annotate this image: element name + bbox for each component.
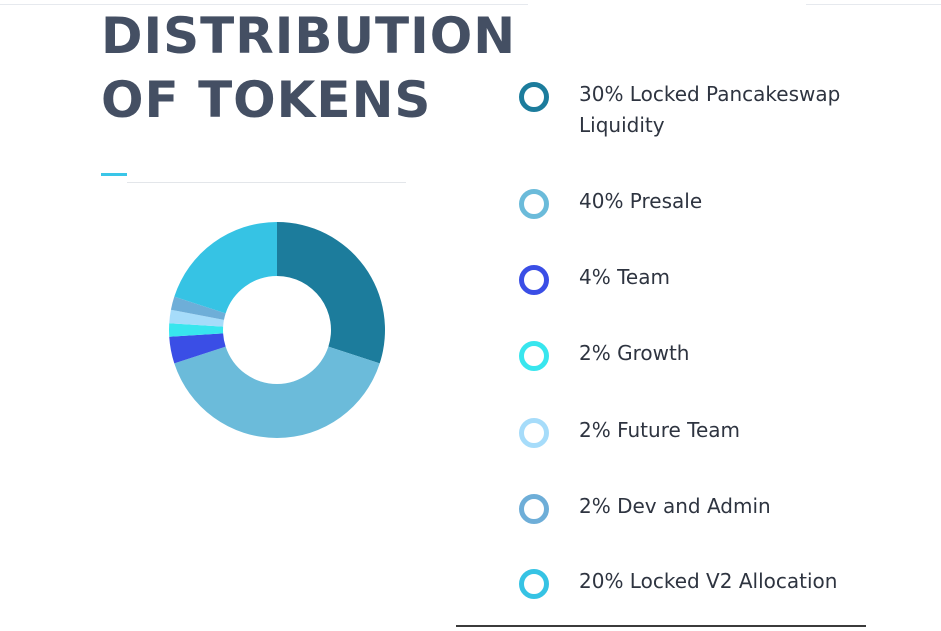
top-divider-left [0,4,528,5]
legend-ring-icon [519,494,549,524]
donut-slice-0 [277,222,385,364]
legend-label: 4% Team [579,265,670,289]
legend-label: 2% Future Team [579,418,740,442]
donut-slice-2 [169,333,226,364]
donut-slice-5 [170,296,226,320]
legend-ring-icon [519,341,549,371]
title-line-2: OF TOKENS [101,71,432,129]
top-divider-right [806,4,941,5]
donut-slice-3 [169,323,224,337]
legend-ring-icon [519,569,549,599]
page-title: DISTRIBUTION OF TOKENS [101,4,516,132]
legend-label: 2% Growth [579,341,690,365]
bottom-divider [456,625,866,627]
donut-slice-1 [174,346,380,439]
token-distribution-donut-chart [169,222,385,439]
legend-label: 20% Locked V2 Allocation [579,569,838,593]
legend-ring-icon [519,82,549,112]
title-accent-bar [101,173,127,176]
legend-label: 40% Presale [579,189,703,213]
title-divider [127,182,406,183]
legend-label: 2% Dev and Admin [579,494,771,518]
donut-slice-6 [174,222,277,314]
donut-slice-4 [169,309,224,327]
legend-ring-icon [519,418,549,448]
legend-ring-icon [519,265,549,295]
title-line-1: DISTRIBUTION [101,7,517,65]
legend-ring-icon [519,189,549,219]
legend-label: 30% Locked Pancakeswap Liquidity [579,82,841,137]
chart-legend: 30% Locked Pancakeswap Liquidity 40% Pre… [519,0,879,631]
